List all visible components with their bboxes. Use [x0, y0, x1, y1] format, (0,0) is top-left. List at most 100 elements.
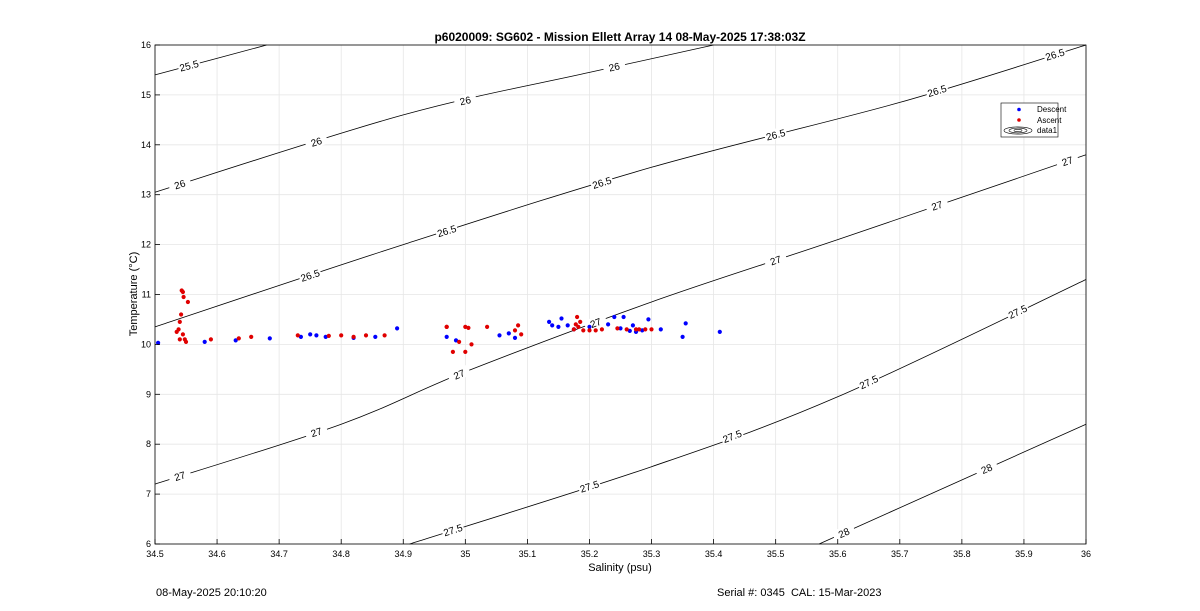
descent-point	[559, 316, 564, 321]
footer-timestamp: 08-May-2025 20:10:20	[156, 587, 267, 599]
contour-label: 26	[310, 136, 324, 150]
contour-label: 27	[930, 199, 945, 213]
ascent-point	[457, 339, 462, 344]
ascent-point	[624, 327, 629, 332]
ascent-point	[615, 326, 620, 331]
ascent-point	[180, 289, 185, 295]
x-tick-label: 34.5	[146, 549, 164, 559]
ascent-point	[469, 342, 474, 347]
descent-point	[512, 335, 518, 340]
ascent-point	[485, 324, 490, 329]
axis-ticks: 34.5 34.6 34.7 34.8 34.9 35 35.1 35.2 35.3 35.4 35…	[141, 40, 1091, 559]
ascent-point	[463, 324, 468, 329]
y-tick-label: 10	[141, 339, 151, 349]
descent-point	[612, 314, 617, 320]
ascent-point	[587, 328, 592, 333]
contour-label-bg	[589, 173, 614, 191]
ascent-point	[643, 327, 648, 332]
y-tick-label: 16	[141, 40, 151, 50]
ascent-point	[326, 333, 331, 338]
ascent-point	[599, 327, 605, 332]
descent-point	[680, 334, 685, 339]
ascent-point	[581, 328, 586, 333]
descent-point	[717, 329, 722, 334]
contour-label-bg	[763, 251, 788, 269]
y-tick-label: 12	[141, 240, 151, 250]
descent-point	[618, 326, 623, 331]
descent-point	[646, 317, 651, 322]
ascent-point	[339, 333, 344, 338]
y-tick-label: 7	[146, 489, 151, 499]
descent-point	[606, 322, 611, 327]
contour-label: 26	[459, 95, 473, 108]
contour-label-bg	[1005, 301, 1030, 321]
contour-label-bg	[856, 372, 881, 392]
y-tick-label: 14	[141, 140, 151, 150]
contour-label: 28	[837, 526, 852, 541]
ascent-point	[637, 327, 642, 332]
legend-marker-ascent	[1017, 118, 1021, 122]
ascent-point	[249, 334, 254, 339]
x-tick-label: 36	[1081, 549, 1091, 559]
y-tick-label: 11	[142, 290, 151, 300]
ascent-point	[576, 324, 581, 329]
contour-label: 27	[173, 470, 187, 484]
x-tick-label: 34.8	[332, 549, 350, 559]
legend: Descent Ascent data1	[1000, 102, 1067, 138]
y-axis-label: Temperature (°C)	[128, 252, 140, 336]
footer-serial: Serial #: 0345 CAL: 15-Mar-2023	[717, 587, 882, 599]
ascent-point	[208, 337, 213, 342]
ascent-point	[295, 333, 300, 338]
y-tick-label: 9	[146, 389, 151, 399]
descent-point	[587, 324, 592, 329]
ascent-point	[351, 334, 356, 339]
ascent-point	[463, 349, 468, 354]
descent-point	[621, 314, 626, 320]
contour-label: 26	[173, 178, 187, 192]
ascent-point	[444, 324, 449, 329]
ascent-point	[593, 328, 598, 333]
contour-line	[409, 279, 1087, 545]
ascent-point	[575, 314, 580, 320]
contour-label-bg	[167, 467, 192, 485]
descent-point	[202, 339, 207, 344]
contour-label-bg	[453, 92, 478, 109]
contour-line	[154, 44, 267, 76]
x-tick-label: 34.6	[208, 549, 226, 559]
descent-point	[658, 327, 663, 332]
descent-point	[395, 326, 400, 331]
descent-point	[267, 336, 272, 341]
x-tick-label: 35.4	[705, 549, 723, 559]
descent-point	[565, 323, 570, 328]
ascent-point	[578, 319, 583, 324]
legend-label-descent: Descent	[1037, 105, 1067, 114]
y-tick-label: 6	[146, 539, 151, 549]
legend-label-ascent: Ascent	[1037, 116, 1062, 125]
density-contours: 25.52626262626.526.526.526.526.526.52727…	[154, 44, 1087, 545]
ascent-point	[177, 319, 182, 324]
ascent-point	[185, 299, 190, 305]
y-tick-label: 15	[141, 90, 151, 100]
contour-label-bg	[304, 132, 329, 150]
legend-marker-descent	[1017, 107, 1021, 112]
x-tick-label: 35	[460, 549, 470, 559]
contour-label: 27	[589, 317, 604, 331]
x-tick-label: 35.2	[581, 549, 599, 559]
contour-label-bg	[924, 196, 950, 214]
contour-label-bg	[434, 222, 459, 240]
x-tick-label: 35.7	[891, 549, 909, 559]
descent-point	[630, 323, 636, 328]
ascent-point	[649, 327, 654, 332]
descent-point	[683, 321, 688, 326]
ascent-point	[382, 333, 387, 338]
contour-label-bg	[831, 522, 857, 542]
data-points	[156, 288, 722, 354]
ascent-point	[236, 336, 241, 341]
x-tick-label: 34.7	[270, 549, 288, 559]
contour-label-bg	[763, 126, 788, 143]
y-tick-label: 8	[146, 439, 151, 449]
ascent-point	[176, 327, 181, 332]
contour-label: 28	[980, 462, 995, 477]
